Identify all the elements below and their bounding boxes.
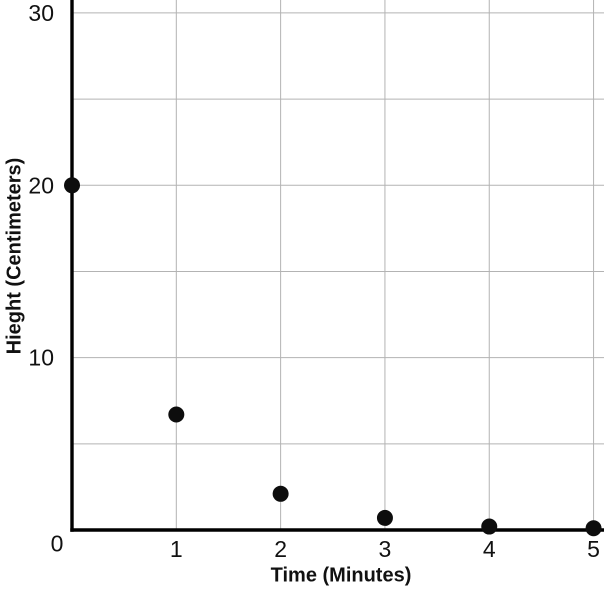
- x-tick-label: 5: [587, 536, 600, 562]
- x-tick-label: 3: [379, 536, 392, 562]
- x-tick-label: 4: [483, 536, 496, 562]
- x-tick-label: 2: [274, 536, 287, 562]
- data-point: [376, 509, 393, 526]
- y-tick-label: 10: [28, 345, 54, 371]
- data-point: [481, 518, 498, 535]
- y-axis-title: Hieght (Centimeters): [3, 157, 26, 355]
- data-point: [585, 520, 602, 537]
- x-axis-title: Time (Minutes): [270, 564, 412, 587]
- data-point: [64, 177, 80, 194]
- data-point: [272, 485, 289, 502]
- origin-tick-label: 0: [50, 530, 64, 557]
- y-tick-label: 20: [28, 172, 54, 198]
- y-tick-label: 30: [28, 0, 54, 26]
- data-point: [168, 406, 185, 423]
- x-tick-label: 1: [170, 536, 183, 562]
